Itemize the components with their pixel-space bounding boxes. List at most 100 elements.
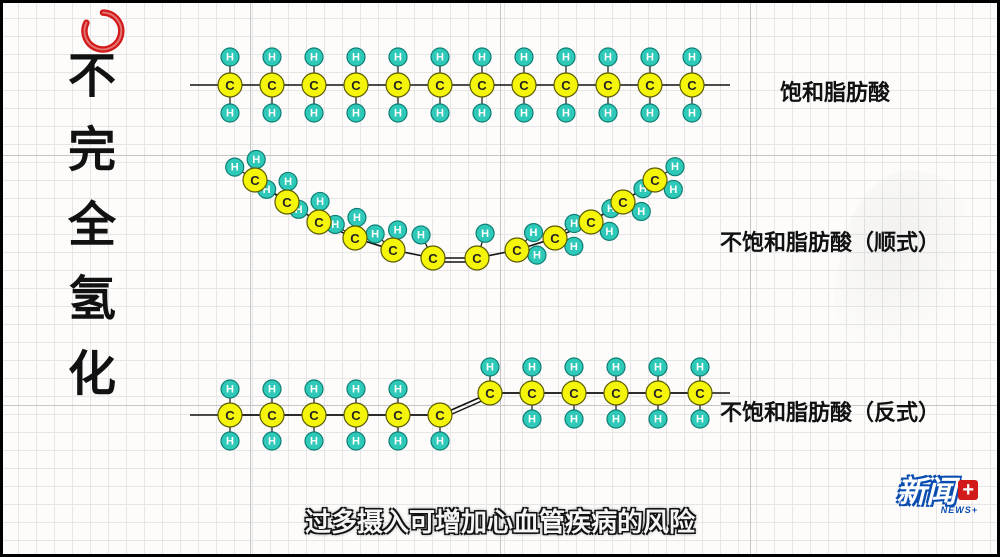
- atom-label: C: [314, 215, 324, 230]
- atom-label: H: [310, 52, 318, 64]
- atom-label: H: [417, 229, 425, 241]
- atom-label: H: [604, 52, 612, 64]
- atom-label: H: [654, 414, 662, 426]
- atom-label: H: [394, 52, 402, 64]
- atom-label: H: [688, 108, 696, 120]
- atom-label: H: [226, 52, 234, 64]
- atom-label: C: [435, 408, 445, 423]
- atom-label: H: [252, 154, 260, 166]
- atom-label: C: [350, 231, 360, 246]
- atom-label: C: [428, 251, 438, 266]
- atom-label: C: [603, 78, 613, 93]
- atom-label: H: [604, 108, 612, 120]
- atom-label: H: [528, 362, 536, 374]
- atom-label: H: [268, 436, 276, 448]
- atom-label: H: [570, 362, 578, 374]
- atom-label: H: [394, 384, 402, 396]
- label-trans: 不饱和脂肪酸（反式）: [720, 395, 940, 427]
- atom-label: H: [654, 362, 662, 374]
- molecule-trans: HHHHHHHHHHHHHHHHHHHHHHCCCCCCCCCCCC: [190, 345, 730, 465]
- atom-label: C: [611, 386, 621, 401]
- atom-label: C: [569, 386, 579, 401]
- atom-label: H: [353, 212, 361, 224]
- atom-label: C: [435, 78, 445, 93]
- atom-label: H: [530, 227, 538, 239]
- atom-label: C: [653, 386, 663, 401]
- atom-label: H: [612, 414, 620, 426]
- atom-label: H: [268, 108, 276, 120]
- atom-label: H: [696, 414, 704, 426]
- atom-label: H: [562, 52, 570, 64]
- atom-label: H: [394, 108, 402, 120]
- atom-label: C: [250, 173, 260, 188]
- atom-label: H: [570, 218, 578, 230]
- atom-label: H: [637, 206, 645, 218]
- atom-label: H: [268, 52, 276, 64]
- atom-label: H: [226, 384, 234, 396]
- atom-label: H: [562, 108, 570, 120]
- label-saturated: 饱和脂肪酸: [780, 75, 890, 107]
- atom-label: H: [284, 176, 292, 188]
- atom-label: H: [570, 241, 578, 253]
- atom-label: H: [528, 414, 536, 426]
- title-char: 全: [68, 189, 116, 263]
- atom-label: H: [331, 219, 339, 231]
- atom-label: C: [645, 78, 655, 93]
- atom-label: C: [618, 195, 628, 210]
- atom-label: H: [520, 52, 528, 64]
- atom-label: C: [519, 78, 529, 93]
- atom-label: H: [520, 108, 528, 120]
- atom-label: H: [646, 108, 654, 120]
- atom-label: H: [612, 362, 620, 374]
- atom-label: H: [570, 414, 578, 426]
- atom-label: H: [436, 108, 444, 120]
- atom-label: H: [310, 108, 318, 120]
- atom-label: C: [512, 243, 522, 258]
- atom-label: C: [586, 215, 596, 230]
- atom-label: C: [477, 78, 487, 93]
- atom-label: H: [371, 228, 379, 240]
- atom-label: H: [688, 52, 696, 64]
- title-char: 氢: [68, 263, 116, 337]
- atom-label: H: [646, 52, 654, 64]
- atom-label: C: [351, 78, 361, 93]
- atom-label: H: [394, 436, 402, 448]
- atom-label: H: [486, 362, 494, 374]
- atom-label: C: [309, 408, 319, 423]
- atom-label: C: [550, 231, 560, 246]
- atom-label: H: [669, 184, 677, 196]
- atom-label: H: [436, 52, 444, 64]
- atom-label: H: [671, 161, 679, 173]
- atom-label: C: [225, 408, 235, 423]
- subtitle-caption: 过多摄入可增加心血管疾病的风险: [305, 502, 695, 539]
- title-char: 化: [68, 338, 116, 412]
- atom-label: H: [478, 52, 486, 64]
- atom-label: C: [687, 78, 697, 93]
- atom-label: C: [282, 195, 292, 210]
- atom-label: H: [533, 250, 541, 262]
- atom-label: H: [696, 362, 704, 374]
- title-char: 完: [68, 114, 116, 188]
- atom-label: H: [310, 436, 318, 448]
- atom-label: H: [226, 108, 234, 120]
- atom-label: C: [485, 386, 495, 401]
- news-logo: 新闻+ NEWS+: [896, 478, 978, 515]
- atom-label: H: [352, 384, 360, 396]
- title-char: 不: [68, 40, 116, 114]
- atom-label: C: [695, 386, 705, 401]
- atom-label: C: [393, 78, 403, 93]
- molecule-saturated: HHHHHHHHHHHHHHHHHHHHHHHHCCCCCCCCCCCC: [190, 30, 730, 140]
- atom-label: H: [436, 436, 444, 448]
- atom-label: H: [352, 52, 360, 64]
- atom-label: C: [267, 78, 277, 93]
- vertical-title: 不 完 全 氢 化: [68, 40, 116, 412]
- news-logo-plus-icon: +: [958, 480, 978, 500]
- label-cis: 不饱和脂肪酸（顺式）: [720, 225, 940, 257]
- atom-label: C: [351, 408, 361, 423]
- atom-label: C: [472, 251, 482, 266]
- atom-label: C: [527, 386, 537, 401]
- atom-label: H: [394, 224, 402, 236]
- atom-label: H: [316, 196, 324, 208]
- atom-label: C: [561, 78, 571, 93]
- atom-label: H: [478, 108, 486, 120]
